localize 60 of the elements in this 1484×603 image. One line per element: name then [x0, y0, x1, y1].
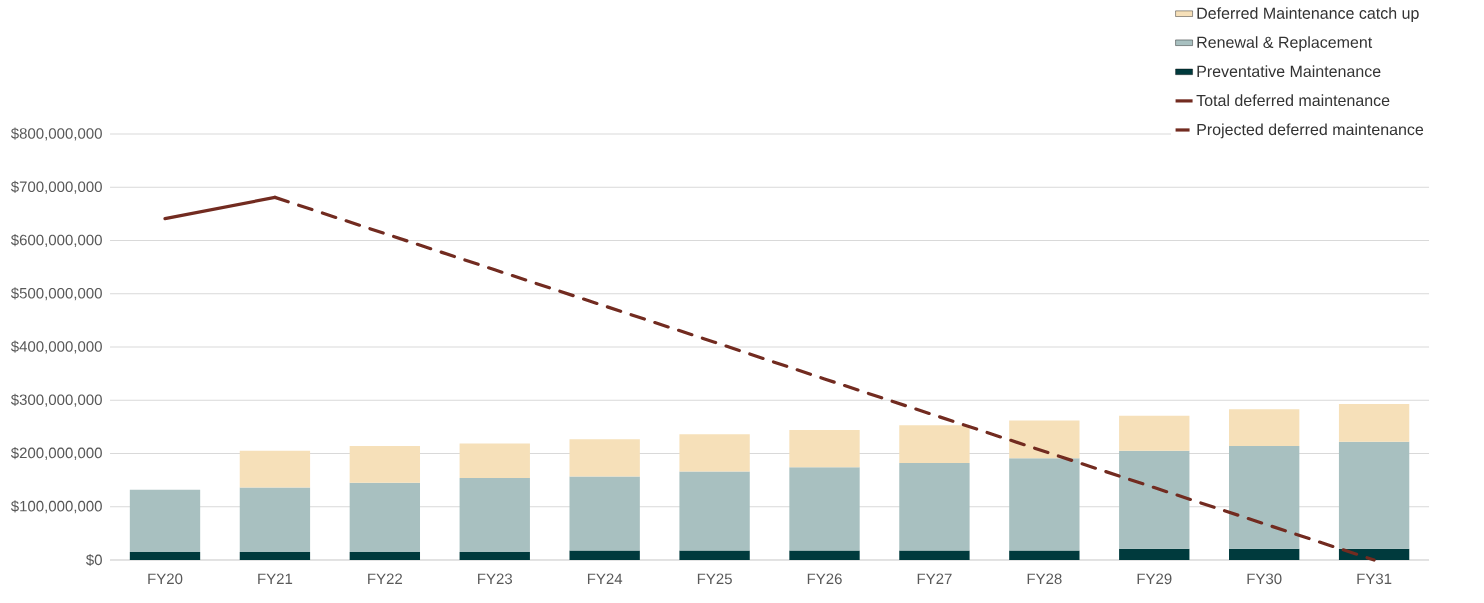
- bar: [349, 482, 421, 553]
- y-tick-label: $100,000,000: [10, 500, 102, 514]
- bar: [1119, 548, 1190, 560]
- y-tick-label: $400,000,000: [10, 340, 102, 354]
- bar: [239, 450, 311, 488]
- bar: [789, 430, 860, 468]
- bar: [239, 552, 311, 560]
- bar: [1229, 446, 1300, 549]
- x-tick-label: FY31: [1357, 573, 1392, 585]
- bar: [1119, 415, 1190, 451]
- bar: [1009, 458, 1080, 551]
- x-tick-label: FY26: [807, 573, 842, 585]
- x-tick-label: FY23: [478, 573, 513, 585]
- bar: [1338, 441, 1410, 549]
- y-tick-label: $500,000,000: [10, 287, 102, 301]
- legend-label: Deferred Maintenance catch up: [1197, 7, 1419, 23]
- x-tick-label: FY20: [148, 573, 183, 585]
- x-tick-label: FY27: [917, 573, 952, 584]
- bar: [899, 463, 970, 551]
- legend-label: Renewal & Replacement: [1197, 36, 1373, 52]
- bar: [1229, 548, 1300, 560]
- bar: [1338, 403, 1410, 442]
- x-tick-label: FY29: [1137, 573, 1172, 585]
- x-tick-label: FY28: [1027, 573, 1062, 585]
- x-tick-label: FY30: [1247, 573, 1282, 585]
- bar: [1009, 420, 1080, 459]
- y-tick-label: $700,000,000: [10, 180, 102, 194]
- y-tick-label: $800,000,000: [10, 127, 102, 141]
- bar: [129, 552, 201, 560]
- x-tick-label: FY24: [587, 573, 623, 584]
- bar: [899, 425, 970, 464]
- bar: [1009, 550, 1080, 560]
- bar: [129, 489, 201, 553]
- bar: [239, 487, 311, 553]
- bar: [789, 550, 860, 560]
- legend-label: Projected deferred maintenance: [1197, 123, 1424, 139]
- bar: [899, 550, 970, 560]
- x-tick-label: FY21: [258, 573, 293, 584]
- bar: [679, 434, 750, 472]
- x-tick-label: FY25: [697, 573, 732, 585]
- legend-label: Preventative Maintenance: [1197, 65, 1381, 78]
- y-tick-label: $200,000,000: [10, 446, 102, 461]
- bar: [569, 550, 640, 560]
- y-tick-label: $300,000,000: [10, 393, 102, 407]
- y-tick-label: $600,000,000: [10, 233, 102, 248]
- bar: [1119, 450, 1190, 549]
- x-tick-label: FY22: [368, 573, 403, 584]
- bar: [459, 552, 530, 560]
- bar: [1229, 409, 1300, 447]
- bar: [349, 552, 421, 560]
- y-tick-label: $0: [85, 553, 102, 567]
- bar: [459, 478, 530, 553]
- bar: [349, 446, 421, 483]
- bar: [679, 471, 750, 551]
- bar: [569, 439, 640, 477]
- bar: [459, 443, 530, 478]
- legend-label: Total deferred maintenance: [1196, 94, 1390, 107]
- bar: [569, 476, 640, 551]
- bar: [679, 550, 750, 560]
- bar: [789, 467, 860, 551]
